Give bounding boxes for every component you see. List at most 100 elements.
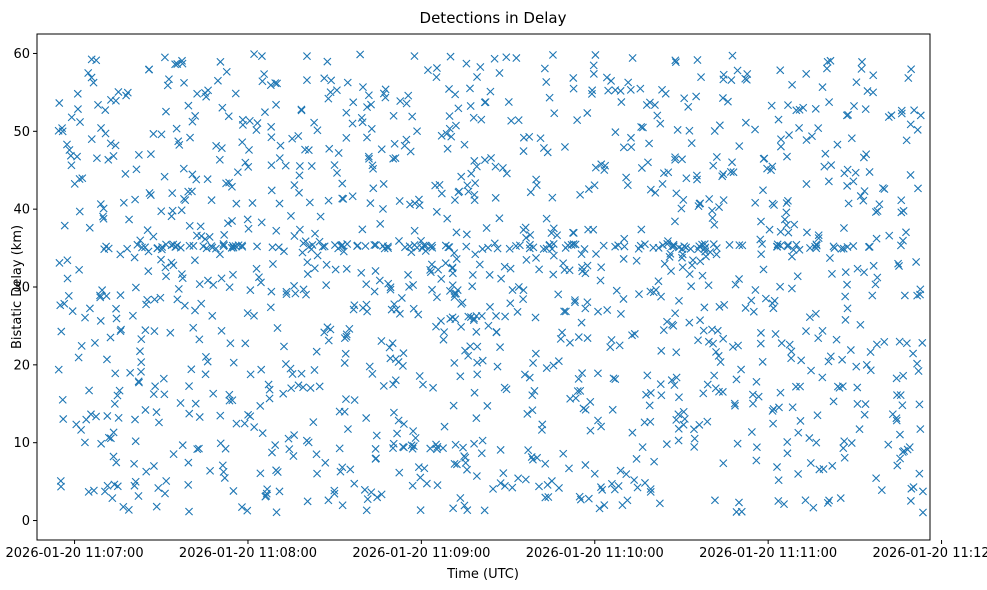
data-point <box>445 124 454 133</box>
data-point <box>219 242 228 251</box>
data-point <box>853 383 862 392</box>
data-point <box>366 199 375 208</box>
data-point <box>192 175 201 184</box>
data-point <box>136 236 145 245</box>
data-point <box>168 189 177 198</box>
data-point <box>756 235 765 244</box>
data-point <box>866 348 875 356</box>
data-point <box>305 198 314 207</box>
data-point <box>416 473 425 482</box>
data-point <box>380 244 389 253</box>
data-point <box>806 244 814 252</box>
data-point <box>544 493 553 501</box>
data-point <box>708 206 717 215</box>
data-point <box>246 412 255 421</box>
data-point <box>288 370 297 379</box>
data-point <box>178 441 187 450</box>
data-point <box>679 195 688 204</box>
data-point <box>473 342 482 351</box>
data-point <box>594 307 603 316</box>
data-point <box>468 270 477 279</box>
data-point <box>918 508 927 517</box>
data-point <box>266 303 275 312</box>
data-point <box>207 242 216 251</box>
data-point <box>741 74 750 83</box>
data-point <box>877 486 886 495</box>
data-point <box>228 270 237 279</box>
data-point <box>620 234 629 243</box>
data-point <box>598 485 607 494</box>
data-point <box>422 479 431 488</box>
data-point <box>113 391 122 400</box>
data-point <box>839 223 848 232</box>
data-point <box>220 473 229 482</box>
data-point <box>150 327 159 336</box>
data-point <box>840 437 849 446</box>
data-point <box>556 334 565 343</box>
data-point <box>718 172 727 181</box>
data-point <box>440 328 449 337</box>
data-point <box>100 245 109 254</box>
data-point <box>267 133 276 142</box>
data-point <box>769 304 778 313</box>
data-point <box>569 73 578 82</box>
x-tick-label: 2026-01-20 11:08:00 <box>179 546 317 561</box>
data-point <box>77 341 86 350</box>
data-point <box>144 247 153 256</box>
data-point <box>851 168 860 177</box>
data-point <box>54 365 63 374</box>
data-point <box>375 276 384 285</box>
data-point <box>302 76 311 85</box>
data-point <box>832 335 841 344</box>
data-point <box>240 419 249 428</box>
data-point <box>144 267 153 276</box>
data-point <box>915 400 924 409</box>
data-point <box>840 453 849 462</box>
data-point <box>893 391 901 400</box>
data-point <box>149 232 158 241</box>
data-point <box>268 243 277 252</box>
data-point <box>731 401 740 410</box>
data-point <box>74 353 83 362</box>
data-point <box>55 258 64 267</box>
data-point <box>782 221 791 230</box>
data-point <box>294 131 303 140</box>
data-point <box>841 315 850 324</box>
data-point <box>782 208 791 217</box>
data-point <box>212 141 221 150</box>
data-point <box>260 108 269 117</box>
data-point <box>884 440 893 449</box>
data-point <box>462 230 471 239</box>
data-point <box>160 172 169 181</box>
data-point <box>389 408 398 417</box>
data-point <box>632 256 641 265</box>
data-point <box>452 460 461 469</box>
data-point <box>286 211 295 220</box>
data-point <box>178 56 186 65</box>
data-point <box>98 286 107 295</box>
data-point <box>597 263 606 272</box>
data-point <box>275 199 284 208</box>
data-point <box>730 399 739 408</box>
data-point <box>820 162 829 171</box>
data-point <box>360 485 369 494</box>
data-point <box>477 115 486 124</box>
data-point <box>485 302 494 311</box>
data-point <box>465 84 474 93</box>
data-point <box>486 87 495 96</box>
data-point <box>674 410 683 419</box>
data-point <box>843 304 852 313</box>
data-point <box>918 338 927 347</box>
data-point <box>184 458 193 467</box>
data-point <box>231 242 240 251</box>
data-point <box>665 252 674 261</box>
data-point <box>211 244 220 253</box>
data-point <box>161 489 170 498</box>
data-point <box>505 244 514 253</box>
data-point <box>222 179 231 188</box>
data-point <box>748 390 757 399</box>
data-point <box>112 458 121 467</box>
data-point <box>893 461 902 470</box>
data-point <box>350 479 359 488</box>
data-point <box>591 163 600 172</box>
